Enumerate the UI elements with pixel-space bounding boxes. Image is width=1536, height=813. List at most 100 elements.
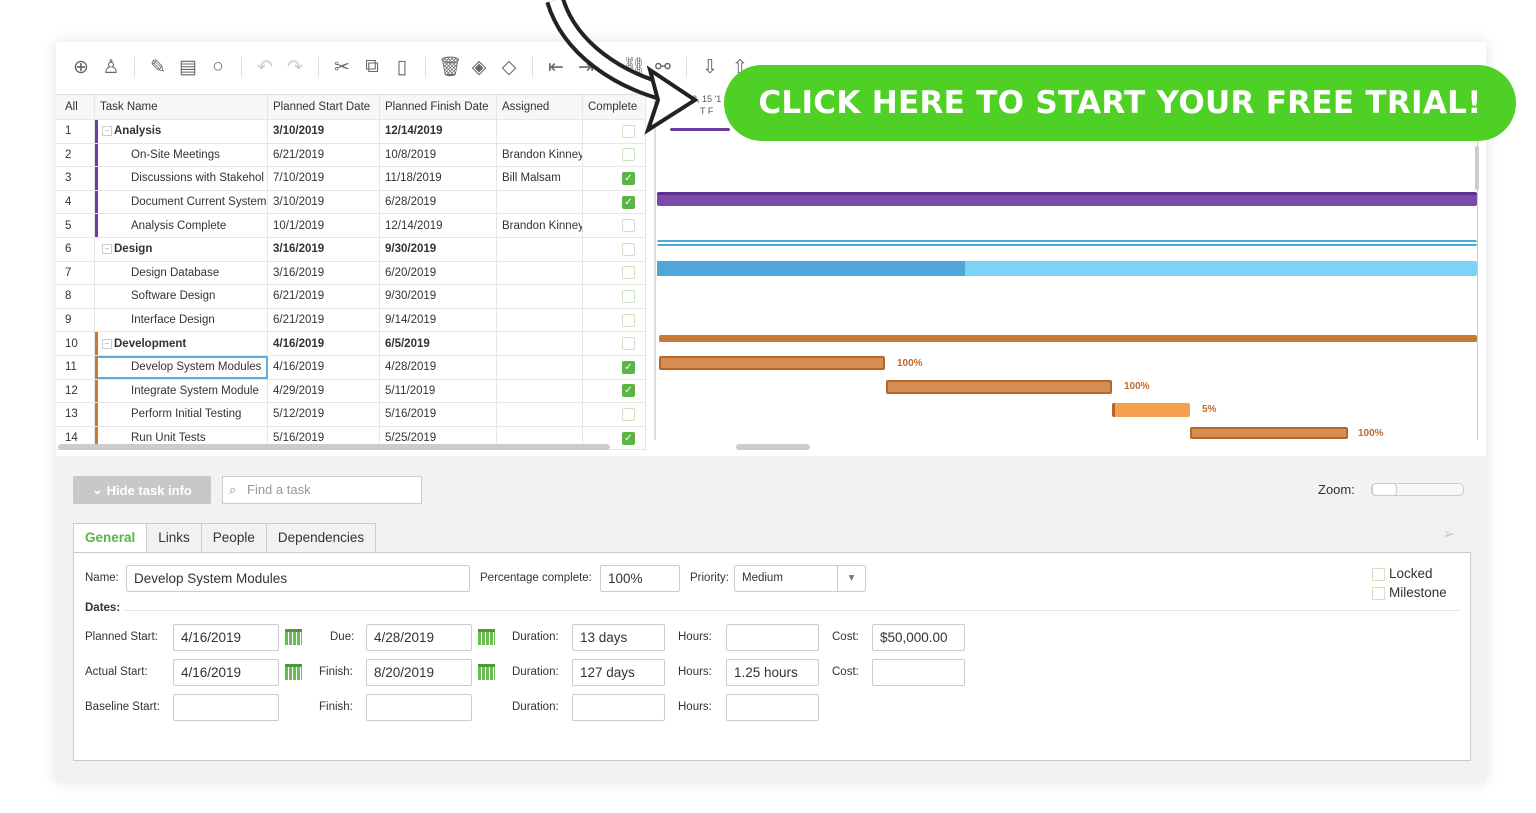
start-cell[interactable]: 6/21/2019 xyxy=(268,143,380,167)
start-cell[interactable]: 6/21/2019 xyxy=(268,285,380,308)
start-cell[interactable]: 7/10/2019 xyxy=(268,167,380,190)
gantt-bar-design[interactable] xyxy=(657,240,1477,246)
complete-checkbox[interactable] xyxy=(622,289,635,303)
start-cell[interactable]: 10/1/2019 xyxy=(268,214,380,237)
table-row[interactable]: 9 Interface Design 6/21/2019 9/14/2019 xyxy=(56,308,646,333)
start-cell[interactable]: 3/16/2019 xyxy=(268,237,380,261)
start-cell[interactable]: 5/12/2019 xyxy=(268,403,380,426)
start-cell[interactable]: 6/21/2019 xyxy=(268,308,380,332)
finish-cell[interactable]: 4/28/2019 xyxy=(380,355,497,379)
baseline-start-field[interactable] xyxy=(173,694,279,721)
task-name-cell[interactable]: Perform Initial Testing xyxy=(95,403,268,426)
complete-checkbox[interactable]: ✓ xyxy=(622,360,635,374)
complete-checkbox[interactable] xyxy=(622,266,635,280)
complete-checkbox[interactable] xyxy=(622,148,635,162)
collapse-icon[interactable]: − xyxy=(102,126,112,137)
priority-select[interactable]: Medium ▾ xyxy=(734,565,866,592)
table-row[interactable]: 3 Discussions with Stakehol 7/10/2019 11… xyxy=(56,167,646,191)
assigned-cell[interactable] xyxy=(497,332,583,355)
complete-checkbox[interactable] xyxy=(622,124,635,138)
table-row[interactable]: 12 Integrate System Module 4/29/2019 5/1… xyxy=(56,379,646,404)
task-name-cell[interactable]: Document Current System xyxy=(95,190,268,214)
assigned-cell[interactable] xyxy=(497,308,583,332)
locked-checkbox[interactable] xyxy=(1372,568,1385,581)
assigned-cell[interactable] xyxy=(497,285,583,308)
name-field[interactable]: Develop System Modules xyxy=(126,565,470,592)
col-task-name[interactable]: Task Name xyxy=(95,95,268,119)
send-icon[interactable]: ➢ xyxy=(1442,526,1456,543)
grid-hscrollbar[interactable] xyxy=(58,444,610,450)
finish-cell[interactable]: 12/14/2019 xyxy=(380,214,497,237)
percentage-field[interactable]: 100% xyxy=(600,565,680,592)
task-name-cell[interactable]: Integrate System Module xyxy=(95,379,268,403)
collapse-icon[interactable]: − xyxy=(102,244,112,255)
finish-cell[interactable]: 10/8/2019 xyxy=(380,143,497,167)
note-icon[interactable]: ▤ xyxy=(179,56,197,78)
complete-checkbox[interactable]: ✓ xyxy=(622,171,635,185)
collapse-icon[interactable]: − xyxy=(102,338,112,349)
milestone-checkbox[interactable] xyxy=(1372,587,1385,600)
cut-icon[interactable]: ✂ xyxy=(334,56,350,78)
undo-icon[interactable]: ↶ xyxy=(257,56,273,78)
actual-duration-field[interactable]: 127 days xyxy=(572,659,665,686)
assigned-cell[interactable]: Brandon Kinney xyxy=(497,214,583,237)
free-trial-button[interactable]: CLICK HERE TO START YOUR FREE TRIAL! xyxy=(724,65,1516,141)
actual-cost-field[interactable] xyxy=(872,659,965,686)
complete-checkbox[interactable] xyxy=(622,407,635,421)
gantt-bar-document-current-system[interactable] xyxy=(657,192,1477,206)
col-finish[interactable]: Planned Finish Date xyxy=(380,95,497,119)
complete-checkbox[interactable] xyxy=(622,242,635,256)
task-name-cell[interactable]: Interface Design xyxy=(95,308,268,332)
find-task-input[interactable]: ⌕ Find a task xyxy=(222,476,422,504)
assigned-cell[interactable] xyxy=(497,426,583,450)
table-row[interactable]: 5 Analysis Complete 10/1/2019 12/14/2019… xyxy=(56,214,646,238)
attach-icon[interactable]: ✎ xyxy=(150,56,166,78)
paste-icon[interactable]: ▯ xyxy=(396,56,408,78)
baseline-finish-field[interactable] xyxy=(366,694,472,721)
milestone-icon[interactable]: ◇ xyxy=(501,56,517,78)
finish-cell[interactable]: 5/25/2019 xyxy=(380,426,497,450)
gantt-bar-run-unit-tests[interactable] xyxy=(1190,427,1348,439)
table-row[interactable]: 6 − Design 3/16/2019 9/30/2019 xyxy=(56,237,646,262)
tab-general[interactable]: General xyxy=(73,523,147,553)
assigned-cell[interactable] xyxy=(497,237,583,261)
tab-links[interactable]: Links xyxy=(146,523,201,553)
planned-start-field[interactable]: 4/16/2019 xyxy=(173,624,279,651)
user-icon[interactable]: ♙ xyxy=(102,56,120,78)
task-name-cell[interactable]: Design Database xyxy=(95,261,268,285)
assigned-cell[interactable]: Bill Malsam xyxy=(497,167,583,190)
zoom-slider-handle[interactable] xyxy=(1372,483,1397,496)
finish-cell[interactable]: 6/28/2019 xyxy=(380,190,497,214)
col-all[interactable]: All xyxy=(56,95,95,119)
actual-hours-field[interactable]: 1.25 hours xyxy=(726,659,819,686)
table-row[interactable]: 4 Document Current System 3/10/2019 6/28… xyxy=(56,190,646,215)
gantt-bar-develop-system-modules[interactable] xyxy=(659,356,885,370)
finish-field[interactable]: 8/20/2019 xyxy=(366,659,472,686)
calendar-icon[interactable] xyxy=(285,664,302,680)
finish-cell[interactable]: 6/5/2019 xyxy=(380,332,497,355)
col-start[interactable]: Planned Start Date xyxy=(268,95,380,119)
assigned-cell[interactable] xyxy=(497,379,583,403)
table-row[interactable]: 2 On-Site Meetings 6/21/2019 10/8/2019 B… xyxy=(56,143,646,168)
start-cell[interactable]: 3/16/2019 xyxy=(268,261,380,285)
assigned-cell[interactable] xyxy=(497,261,583,285)
hide-task-info-button[interactable]: ⌄ Hide task info xyxy=(73,476,211,504)
finish-cell[interactable]: 9/14/2019 xyxy=(380,308,497,332)
complete-checkbox[interactable]: ✓ xyxy=(622,384,635,398)
import-icon[interactable]: ⇩ xyxy=(702,56,718,78)
table-row[interactable]: 8 Software Design 6/21/2019 9/30/2019 xyxy=(56,285,646,309)
assigned-cell[interactable] xyxy=(497,120,583,143)
finish-cell[interactable]: 6/20/2019 xyxy=(380,261,497,285)
finish-cell[interactable]: 12/14/2019 xyxy=(380,120,497,143)
finish-cell[interactable]: 11/18/2019 xyxy=(380,167,497,190)
task-name-cell[interactable]: On-Site Meetings xyxy=(95,143,268,167)
hours-field[interactable] xyxy=(726,624,819,651)
tab-dependencies[interactable]: Dependencies xyxy=(265,523,377,553)
complete-checkbox[interactable]: ✓ xyxy=(622,195,635,209)
tab-people[interactable]: People xyxy=(200,523,266,553)
delete-icon[interactable]: 🗑 xyxy=(438,57,463,78)
copy-icon[interactable]: ⧉ xyxy=(365,56,379,77)
col-complete[interactable]: Complete xyxy=(583,95,646,119)
gantt-bar-integrate-system-module[interactable] xyxy=(886,380,1112,394)
assigned-cell[interactable]: Brandon Kinney xyxy=(497,143,583,167)
